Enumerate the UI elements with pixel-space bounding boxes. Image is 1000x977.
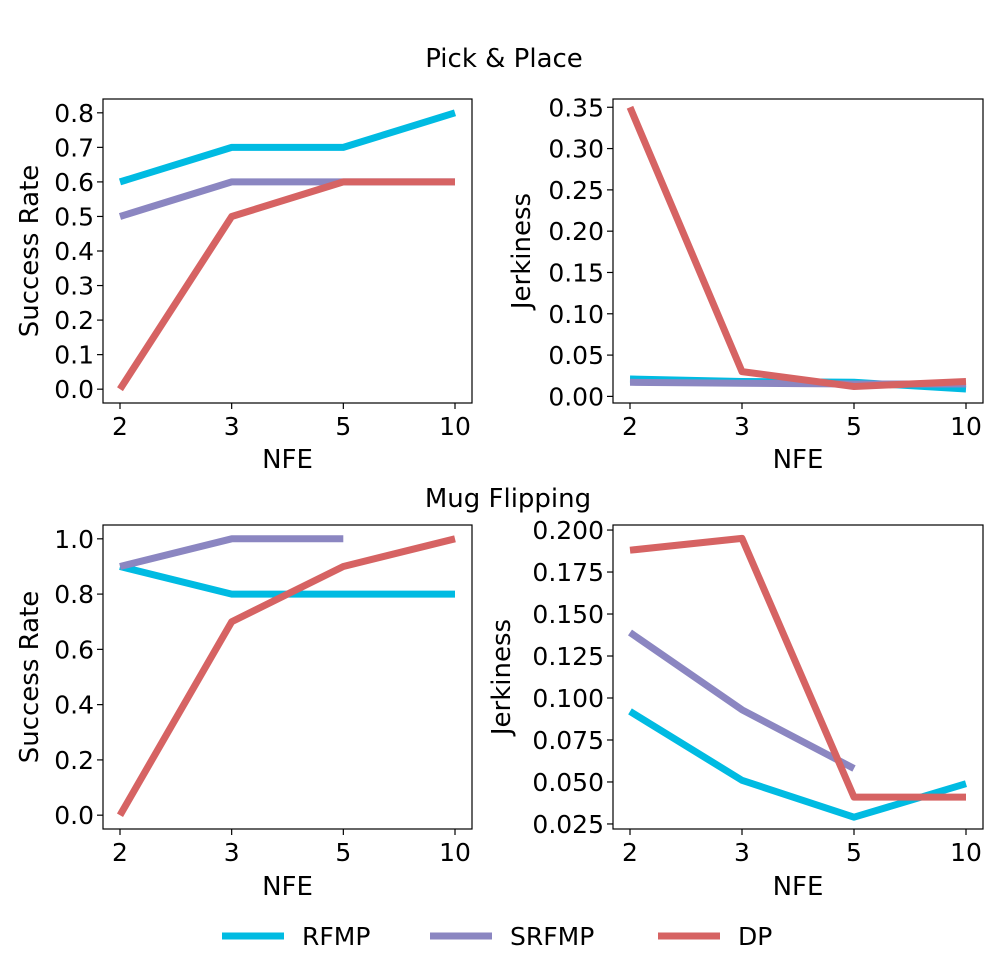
x-axis-label: NFE [262, 445, 313, 475]
legend-label: DP [738, 922, 772, 951]
legend-item-dp: DP [658, 922, 772, 951]
series-lines [626, 105, 967, 393]
x-tick-label: 10 [439, 412, 471, 441]
y-axis-label: Jerkiness [487, 619, 517, 737]
subplot-2: 2 3 5 10 0.00 0.05 0.10 0.15 0.20 0.25 0.30 0.35 NFE… [507, 93, 984, 475]
x-axis-label: NFE [773, 445, 824, 475]
y-tick-label: 0.0 [54, 375, 94, 404]
y-tick-label: 0.8 [54, 580, 94, 609]
subplot-3: 2 3 5 10 0.0 0.2 0.4 0.6 0.8 1.0 NFE Success Rate [15, 524, 473, 902]
y-tick-label: 0.050 [532, 768, 604, 797]
legend-label: RFMP [302, 922, 370, 951]
series-line-dp [629, 534, 966, 801]
y-tick-label: 0.05 [548, 341, 604, 370]
y-tick-label: 0.35 [548, 93, 604, 122]
x-axis-label: NFE [773, 872, 824, 902]
x-tick-label: 5 [335, 412, 351, 441]
y-tick-label: 0.100 [532, 684, 604, 713]
x-tick-label: 5 [846, 412, 862, 441]
series-line-dp [117, 178, 455, 392]
series-line-dp [626, 105, 967, 390]
y-tick-label: 0.30 [548, 135, 604, 164]
x-tick-label: 2 [622, 838, 638, 867]
y-tick-label: 1.0 [54, 525, 94, 554]
x-tick-label: 3 [734, 838, 750, 867]
series-line-rfmp [628, 708, 968, 821]
x-tick-label: 2 [622, 412, 638, 441]
y-tick-label: 0.3 [54, 272, 94, 301]
series-lines [117, 109, 457, 392]
series-line-srfmp [628, 629, 856, 772]
y-tick-label: 0.15 [548, 258, 604, 287]
series-line-dp [116, 535, 456, 817]
y-tick-label: 0.4 [54, 691, 94, 720]
x-tick-label: 10 [439, 838, 471, 867]
section-title-mug-flipping: Mug Flipping [425, 484, 591, 514]
x-axis-label: NFE [262, 872, 313, 902]
series-lines [628, 534, 968, 821]
x-tick-label: 3 [734, 412, 750, 441]
y-tick-label: 0.2 [54, 746, 94, 775]
series-line-rfmp [118, 109, 457, 186]
y-tick-label: 0.075 [532, 726, 604, 755]
x-tick-label: 10 [950, 412, 982, 441]
y-tick-label: 0.5 [54, 202, 94, 231]
subplot-1: 2 3 5 10 0.0 0.1 0.2 0.3 0.4 0.5 0.6 0.7 0.8 NFE Succe… [15, 98, 473, 475]
axes-frame [102, 524, 473, 830]
y-axis-label: Success Rate [15, 591, 45, 764]
y-tick-label: 0.20 [548, 217, 604, 246]
x-tick-label: 2 [112, 838, 128, 867]
x-tick-label: 5 [335, 838, 351, 867]
x-tick-label: 5 [846, 838, 862, 867]
y-axis-label: Jerkiness [507, 193, 537, 311]
section-title-pick-place: Pick & Place [425, 44, 583, 74]
y-tick-label: 0.025 [532, 810, 604, 839]
series-line-srfmp [119, 535, 344, 570]
y-tick-label: 0.0 [54, 801, 94, 830]
x-tick-label: 2 [112, 412, 128, 441]
y-tick-label: 0.4 [54, 237, 94, 266]
y-tick-label: 0.6 [54, 168, 94, 197]
y-tick-label: 0.1 [54, 341, 94, 370]
y-tick-label: 0.175 [532, 558, 604, 587]
legend-item-srfmp: SRFMP [430, 922, 594, 951]
plots-group: 2 3 5 10 0.0 0.1 0.2 0.3 0.4 0.5 0.6 0.7 0.8 NFE Succe… [15, 93, 984, 902]
y-tick-label: 0.00 [548, 382, 604, 411]
y-tick-label: 0.150 [532, 600, 604, 629]
series-line-rfmp [119, 563, 455, 598]
y-tick-label: 0.7 [54, 133, 94, 162]
legend: RFMP SRFMP DP [222, 922, 772, 951]
subplot-4: 2 3 5 10 0.025 0.050 0.075 0.100 0.125 0.150 0.175… [487, 516, 984, 902]
series-lines [116, 535, 456, 817]
axes-frame [612, 98, 984, 404]
axes-frame [612, 524, 984, 830]
y-tick-label: 0.2 [54, 306, 94, 335]
x-tick-label: 3 [224, 838, 240, 867]
x-tick-label: 3 [224, 412, 240, 441]
y-tick-label: 0.6 [54, 635, 94, 664]
legend-label: SRFMP [510, 922, 594, 951]
y-tick-label: 0.10 [548, 300, 604, 329]
x-tick-label: 10 [950, 838, 982, 867]
y-axis-label: Success Rate [15, 165, 45, 338]
y-tick-label: 0.25 [548, 176, 604, 205]
y-tick-label: 0.8 [54, 99, 94, 128]
legend-item-rfmp: RFMP [222, 922, 370, 951]
y-tick-label: 0.200 [532, 516, 604, 545]
y-tick-label: 0.125 [532, 642, 604, 671]
